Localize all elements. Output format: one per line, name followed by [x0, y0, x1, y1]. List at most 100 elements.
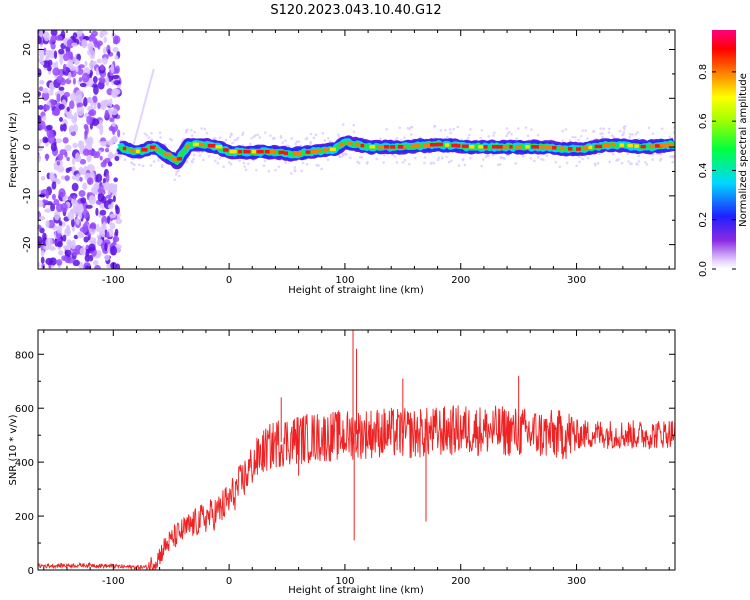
faint-point	[524, 126, 528, 129]
faint-point	[456, 125, 460, 129]
noise-blob	[40, 256, 45, 264]
faint-point	[444, 128, 447, 132]
noise-blob	[81, 38, 88, 49]
faint-point	[406, 126, 410, 130]
noise-blob	[105, 76, 110, 87]
spectrogram-xtick-label: 100	[335, 275, 354, 286]
faint-point	[628, 133, 632, 136]
noise-blob	[46, 124, 53, 131]
snr-ylabel: SNR (10 * v/v)	[8, 414, 19, 485]
faint-point	[540, 157, 543, 161]
faint-point	[132, 167, 135, 171]
faint-point	[175, 170, 178, 174]
faint-point	[636, 131, 640, 134]
faint-point	[284, 139, 287, 142]
faint-point	[327, 136, 330, 140]
noise-blob	[111, 121, 116, 127]
faint-point	[249, 142, 252, 146]
trace-core	[496, 145, 504, 149]
noise-blob	[49, 171, 55, 181]
faint-point	[599, 127, 602, 130]
faint-point	[561, 139, 565, 143]
trace-core	[122, 146, 127, 151]
noise-blob	[58, 249, 64, 256]
faint-point	[634, 132, 638, 136]
trace-core	[582, 146, 589, 150]
noise-blob	[64, 175, 70, 181]
faint-point	[449, 131, 453, 135]
faint-point	[309, 132, 313, 136]
faint-point	[382, 161, 385, 164]
noise-blob	[100, 229, 106, 238]
noise-blob	[100, 140, 107, 147]
noise-blob	[88, 243, 96, 252]
faint-point	[202, 158, 205, 162]
faint-point	[607, 131, 611, 134]
colorbar-tick-label: 0.4	[698, 162, 709, 178]
faint-point	[198, 154, 202, 157]
noise-blob	[57, 153, 64, 161]
noise-blob	[40, 249, 45, 257]
noise-blob	[79, 247, 86, 256]
noise-blob	[38, 236, 43, 245]
faint-point	[542, 158, 545, 162]
noise-blob	[38, 142, 41, 147]
trace-core	[135, 149, 140, 154]
noise-blob	[43, 104, 50, 111]
snr-xtick-label: 0	[226, 576, 232, 587]
noise-blob	[50, 142, 57, 152]
noise-blob	[75, 66, 79, 73]
noise-blob	[109, 98, 113, 108]
noise-blob	[64, 249, 72, 257]
faint-point	[286, 144, 290, 148]
faint-point	[218, 157, 222, 160]
noise-blob	[38, 91, 41, 97]
faint-point	[436, 158, 440, 162]
faint-point	[601, 135, 604, 139]
faint-point	[410, 133, 413, 136]
spectrogram-xtick-label: 300	[567, 275, 586, 286]
trace-core	[603, 143, 610, 147]
snr-xlabel: Height of straight line (km)	[288, 585, 424, 596]
noise-blob	[107, 198, 114, 203]
noise-blob	[102, 46, 107, 55]
colorbar-tick-label: 0.8	[698, 64, 709, 80]
noise-blob	[38, 146, 44, 151]
trace-core	[416, 143, 421, 148]
faint-point	[383, 153, 386, 157]
faint-point	[365, 162, 369, 165]
faint-point	[309, 140, 313, 144]
faint-point	[536, 133, 540, 137]
faint-point	[629, 162, 632, 166]
faint-point	[229, 162, 233, 166]
noise-blob	[116, 84, 121, 89]
faint-point	[120, 138, 123, 142]
noise-blob	[92, 95, 98, 103]
trace-core	[649, 144, 657, 149]
noise-blob	[59, 55, 64, 66]
trace-core	[456, 144, 461, 148]
noise-blob	[102, 159, 107, 165]
noise-blob	[41, 263, 46, 269]
noise-blob	[117, 129, 121, 138]
faint-point	[300, 169, 303, 173]
trace-core	[171, 157, 178, 161]
noise-blob	[72, 77, 76, 85]
noise-blob	[60, 175, 66, 180]
faint-point	[530, 128, 533, 131]
faint-point	[515, 137, 518, 140]
noise-blob	[84, 137, 92, 145]
noise-blob	[102, 221, 107, 230]
noise-blob	[66, 256, 74, 264]
trace-core	[269, 149, 277, 154]
noise-blob	[110, 108, 118, 116]
noise-blob	[70, 131, 76, 137]
faint-point	[668, 135, 672, 139]
faint-point	[393, 155, 397, 158]
faint-point	[160, 165, 164, 169]
snr-xtick-label: 300	[567, 576, 586, 587]
trace-core	[594, 144, 603, 149]
faint-point	[536, 156, 540, 159]
trace-core	[444, 143, 450, 147]
